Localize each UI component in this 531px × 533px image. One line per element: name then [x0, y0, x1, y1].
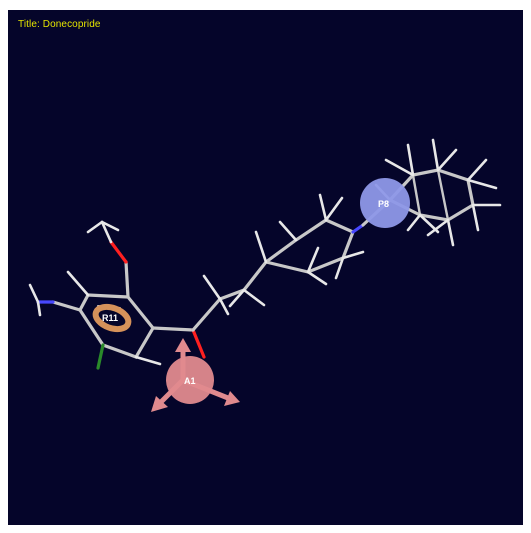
- feature-label-r11: R11: [102, 313, 118, 323]
- viewer-title: Title: Donecopride: [18, 19, 101, 30]
- molecule-3d-view: A1 P8 R11: [28, 138, 502, 412]
- molecule-skeleton: [28, 138, 502, 370]
- feature-label-a1: A1: [184, 376, 196, 386]
- oxygen-bond: [109, 240, 128, 264]
- molecule-viewer-canvas[interactable]: Title: Donecopride: [8, 10, 523, 525]
- acceptor-feature-a1[interactable]: A1: [151, 338, 240, 412]
- aromatic-feature-r11[interactable]: R11: [92, 303, 132, 333]
- aromatic-ring-bonds: [78, 293, 155, 359]
- aromatic-ring-torus: [92, 303, 132, 333]
- feature-label-p8: P8: [378, 199, 389, 209]
- positive-ion-sphere: [360, 178, 410, 228]
- carbonyl-bond: [191, 328, 206, 359]
- chlorine-bond: [96, 343, 105, 370]
- positive-ionizable-feature-p8[interactable]: P8: [360, 178, 410, 228]
- acceptor-sphere: [166, 356, 214, 404]
- cyclohexyl-ring-bonds: [388, 168, 475, 222]
